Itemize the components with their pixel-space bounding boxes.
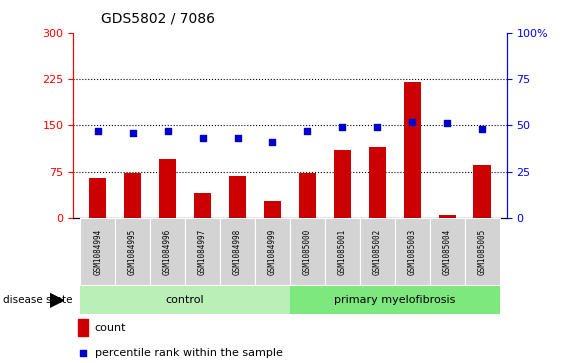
Bar bbox=[255, 218, 290, 285]
Bar bbox=[150, 218, 185, 285]
Bar bbox=[89, 178, 106, 218]
Bar bbox=[185, 218, 220, 285]
Bar bbox=[473, 166, 491, 218]
Bar bbox=[464, 218, 500, 285]
Point bbox=[268, 139, 277, 145]
Text: GSM1085001: GSM1085001 bbox=[338, 228, 347, 274]
Point bbox=[478, 126, 487, 132]
Bar bbox=[290, 218, 325, 285]
Point bbox=[198, 135, 207, 141]
Point bbox=[338, 124, 347, 130]
Bar bbox=[124, 174, 141, 218]
Point bbox=[303, 128, 312, 134]
Point bbox=[443, 121, 452, 126]
Bar bbox=[194, 193, 211, 218]
Text: control: control bbox=[166, 295, 204, 305]
Point bbox=[93, 128, 102, 134]
Text: GSM1084997: GSM1084997 bbox=[198, 228, 207, 274]
Bar bbox=[325, 218, 360, 285]
Bar bbox=[263, 200, 281, 218]
Bar bbox=[78, 319, 88, 336]
Point bbox=[163, 128, 172, 134]
Point bbox=[78, 350, 87, 355]
Text: percentile rank within the sample: percentile rank within the sample bbox=[95, 348, 283, 358]
Text: GSM1085003: GSM1085003 bbox=[408, 228, 417, 274]
Bar bbox=[229, 176, 246, 218]
Bar bbox=[404, 82, 421, 218]
Bar bbox=[220, 218, 255, 285]
Text: GSM1084998: GSM1084998 bbox=[233, 228, 242, 274]
Bar bbox=[430, 218, 464, 285]
Text: GSM1084999: GSM1084999 bbox=[268, 228, 277, 274]
Bar bbox=[80, 286, 290, 314]
Text: GSM1084996: GSM1084996 bbox=[163, 228, 172, 274]
Bar bbox=[360, 218, 395, 285]
Bar bbox=[159, 159, 176, 218]
Point bbox=[128, 130, 137, 135]
Point bbox=[373, 124, 382, 130]
Bar bbox=[80, 218, 115, 285]
Text: GSM1085004: GSM1085004 bbox=[443, 228, 452, 274]
Bar bbox=[369, 147, 386, 218]
Polygon shape bbox=[50, 293, 64, 307]
Bar bbox=[395, 218, 430, 285]
Bar bbox=[299, 174, 316, 218]
Point bbox=[408, 119, 417, 125]
Text: GSM1085002: GSM1085002 bbox=[373, 228, 382, 274]
Bar bbox=[115, 218, 150, 285]
Bar bbox=[290, 286, 500, 314]
Text: primary myelofibrosis: primary myelofibrosis bbox=[334, 295, 455, 305]
Point bbox=[233, 135, 242, 141]
Bar bbox=[439, 215, 456, 218]
Text: GSM1084995: GSM1084995 bbox=[128, 228, 137, 274]
Text: disease state: disease state bbox=[3, 295, 72, 305]
Bar bbox=[334, 150, 351, 218]
Text: GSM1084994: GSM1084994 bbox=[93, 228, 102, 274]
Text: GDS5802 / 7086: GDS5802 / 7086 bbox=[101, 11, 215, 25]
Text: GSM1085000: GSM1085000 bbox=[303, 228, 312, 274]
Text: count: count bbox=[95, 323, 126, 333]
Text: GSM1085005: GSM1085005 bbox=[478, 228, 487, 274]
